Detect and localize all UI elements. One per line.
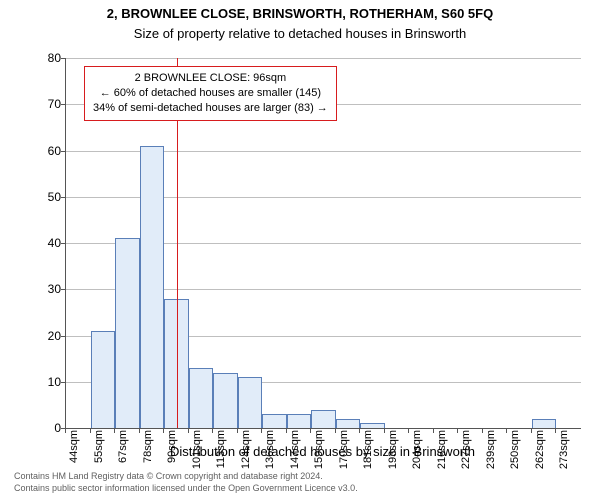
- histogram-bar: [336, 419, 361, 428]
- footer-attribution: Contains HM Land Registry data © Crown c…: [14, 470, 358, 494]
- histogram-bar: [213, 373, 238, 429]
- annotation-box: 2 BROWNLEE CLOSE: 96sqm← 60% of detached…: [84, 66, 337, 121]
- histogram-bar: [189, 368, 214, 428]
- y-tick-label: 60: [21, 144, 61, 158]
- histogram-bar: [140, 146, 165, 428]
- y-tick-label: 0: [21, 421, 61, 435]
- chart-container: { "titles": { "line1": "2, BROWNLEE CLOS…: [0, 0, 600, 500]
- y-tick-label: 70: [21, 97, 61, 111]
- chart-subtitle: Size of property relative to detached ho…: [0, 26, 600, 41]
- histogram-bar: [238, 377, 263, 428]
- histogram-bar: [115, 238, 140, 428]
- y-tick-label: 20: [21, 329, 61, 343]
- histogram-bar: [532, 419, 557, 428]
- y-tick-label: 30: [21, 282, 61, 296]
- plot-area: 2 BROWNLEE CLOSE: 96sqm← 60% of detached…: [65, 58, 581, 429]
- y-tick-label: 40: [21, 236, 61, 250]
- chart-title: 2, BROWNLEE CLOSE, BRINSWORTH, ROTHERHAM…: [0, 6, 600, 21]
- y-tick-label: 80: [21, 51, 61, 65]
- histogram-bar: [262, 414, 287, 428]
- x-axis-ticks: 44sqm55sqm67sqm78sqm90sqm101sqm113sqm124…: [65, 428, 580, 442]
- histogram-bar: [287, 414, 312, 428]
- y-axis-ticks: 01020304050607080: [20, 58, 65, 428]
- histogram-bar: [91, 331, 116, 428]
- histogram-bar: [311, 410, 336, 429]
- y-tick-label: 10: [21, 375, 61, 389]
- y-tick-label: 50: [21, 190, 61, 204]
- x-axis-label: Distribution of detached houses by size …: [65, 444, 580, 459]
